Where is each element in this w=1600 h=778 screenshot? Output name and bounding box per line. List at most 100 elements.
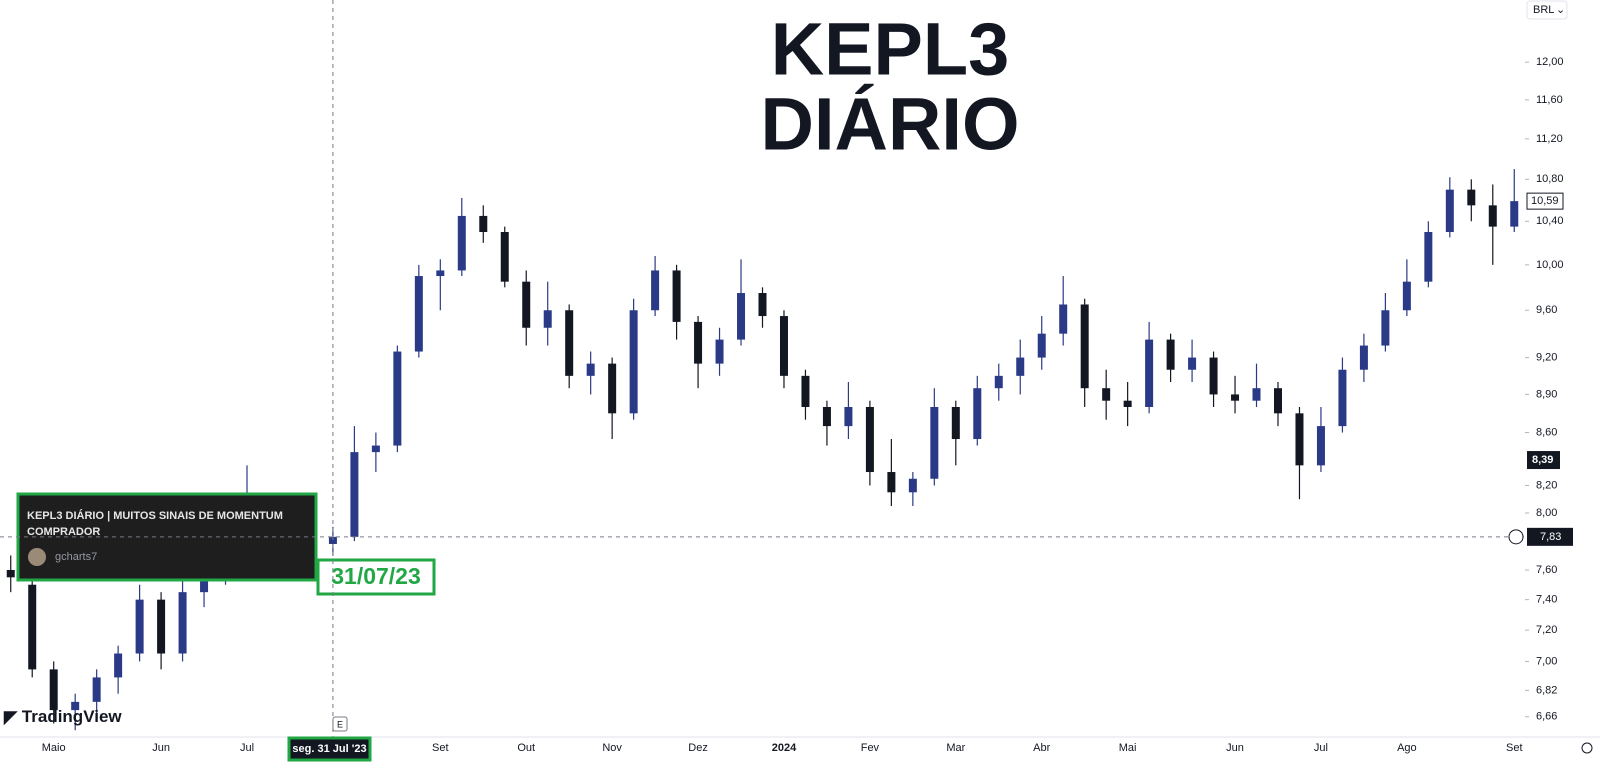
candle-body — [1273, 388, 1282, 414]
candle-body — [715, 339, 724, 364]
y-tick-label: 9,20 — [1536, 351, 1557, 363]
candle-body — [930, 406, 939, 479]
x-tick-label: Ago — [1397, 742, 1417, 754]
y-tick-label: 8,20 — [1536, 479, 1557, 491]
candle-body — [135, 599, 144, 654]
y-tick-label: 8,90 — [1536, 388, 1557, 400]
candle-body — [1316, 426, 1325, 466]
idea-title-1[interactable]: KEPL3 DIÁRIO | MUITOS SINAIS DE MOMENTUM… — [27, 509, 283, 538]
y-tick-label: 8,60 — [1536, 426, 1557, 438]
idea-title-line[interactable]: COMPRADOR — [27, 526, 100, 538]
candle-body — [1231, 394, 1240, 401]
y-tick-label: 12,00 — [1536, 56, 1564, 68]
candle-body — [500, 232, 509, 282]
x-tick-label: 2024 — [772, 742, 797, 754]
idea-author[interactable]: gcharts7 — [55, 551, 97, 563]
x-tick-label: Dez — [688, 742, 708, 754]
title-line: KEPL3 — [771, 8, 1010, 91]
candle-body — [49, 669, 58, 711]
y-tick-label: 6,82 — [1536, 684, 1557, 696]
x-tick-label: Mar — [946, 742, 965, 754]
y-tick-label: 10,40 — [1536, 215, 1564, 227]
candles — [6, 169, 1519, 731]
candle-body — [178, 592, 187, 654]
currency-caret[interactable]: ⌄ — [1556, 4, 1565, 16]
candle-body — [1037, 333, 1046, 358]
brand-text[interactable]: TradingView — [22, 707, 123, 726]
candle-body — [1381, 310, 1390, 346]
marker-price-badge — [1527, 451, 1560, 470]
candle-body — [1252, 388, 1261, 401]
brand[interactable]: ◤ TradingView — [3, 707, 122, 726]
candle-body — [1467, 189, 1476, 206]
candle-body — [1059, 304, 1068, 334]
x-tick-label: Set — [432, 742, 449, 754]
y-tick-label: 10,00 — [1536, 259, 1564, 271]
crosshair-price-badge — [1527, 527, 1573, 546]
candle-body — [994, 375, 1003, 389]
last-price-badge — [1526, 192, 1564, 210]
x-tick-label: Jul — [240, 742, 254, 754]
candle-body — [114, 653, 123, 678]
crosshair-date-box — [287, 736, 372, 762]
candle-body — [565, 310, 574, 376]
y-tick-label: 7,60 — [1536, 564, 1557, 576]
candle-body — [586, 363, 595, 376]
y-tick-label: 7,20 — [1536, 624, 1557, 636]
candle-body — [1166, 339, 1175, 370]
y-tick-label: 6,66 — [1536, 711, 1557, 723]
candle-body — [822, 406, 831, 427]
x-tick-label: Out — [517, 742, 535, 754]
candle-body — [1145, 339, 1154, 407]
candle-body — [371, 445, 380, 453]
candle-body — [71, 701, 80, 711]
candle-body — [28, 584, 37, 670]
x-tick-label: Mai — [1119, 742, 1137, 754]
candle-body — [1445, 189, 1454, 233]
crosshair-date: seg. 31 Jul '23 — [292, 743, 366, 755]
add-alert[interactable] — [1508, 529, 1524, 545]
x-tick-label: Nov — [602, 742, 622, 754]
candle-body — [608, 363, 617, 414]
y-tick-label: 8,00 — [1536, 507, 1557, 519]
candle-body — [1402, 281, 1411, 311]
candle-body — [1510, 201, 1519, 227]
y-tick-label: 7,40 — [1536, 594, 1557, 606]
avatar[interactable] — [28, 548, 46, 566]
candle-body — [758, 293, 767, 317]
title-line: DIÁRIO — [761, 83, 1020, 166]
last-price: 10,59 — [1531, 195, 1559, 207]
currency[interactable]: BRL — [1533, 4, 1554, 16]
candle-body — [92, 677, 101, 702]
candle-body — [629, 310, 638, 414]
x-tick-label: Abr — [1033, 742, 1050, 754]
candle-body — [887, 472, 896, 493]
currency-button[interactable] — [1526, 0, 1568, 20]
candle-body — [1359, 345, 1368, 370]
candle-body — [1102, 388, 1111, 401]
y-tick-label: 11,20 — [1536, 133, 1563, 145]
candle-body — [6, 569, 15, 578]
earnings-marker[interactable]: E — [337, 719, 343, 729]
candle-body — [457, 215, 466, 271]
candle-body — [436, 270, 445, 277]
candle-body — [779, 316, 788, 376]
x-tick-label: Jul — [1314, 742, 1328, 754]
candle-body — [1188, 357, 1197, 370]
settings-icon[interactable] — [1581, 742, 1593, 754]
candle-body — [479, 215, 488, 233]
candle-body — [694, 321, 703, 364]
candle-body — [1424, 232, 1433, 282]
candle-body — [157, 599, 166, 654]
price-axis — [1525, 0, 1600, 778]
idea-title-line[interactable]: KEPL3 DIÁRIO | MUITOS SINAIS DE MOMENTUM — [27, 509, 283, 522]
y-tick-label: 10,80 — [1536, 173, 1564, 185]
candle-body — [350, 452, 359, 537]
candle-body — [951, 406, 960, 440]
candle-body — [973, 388, 982, 440]
candle-body — [801, 375, 810, 407]
date-note: 31/07/23 — [331, 563, 421, 589]
candle-body — [200, 577, 209, 593]
